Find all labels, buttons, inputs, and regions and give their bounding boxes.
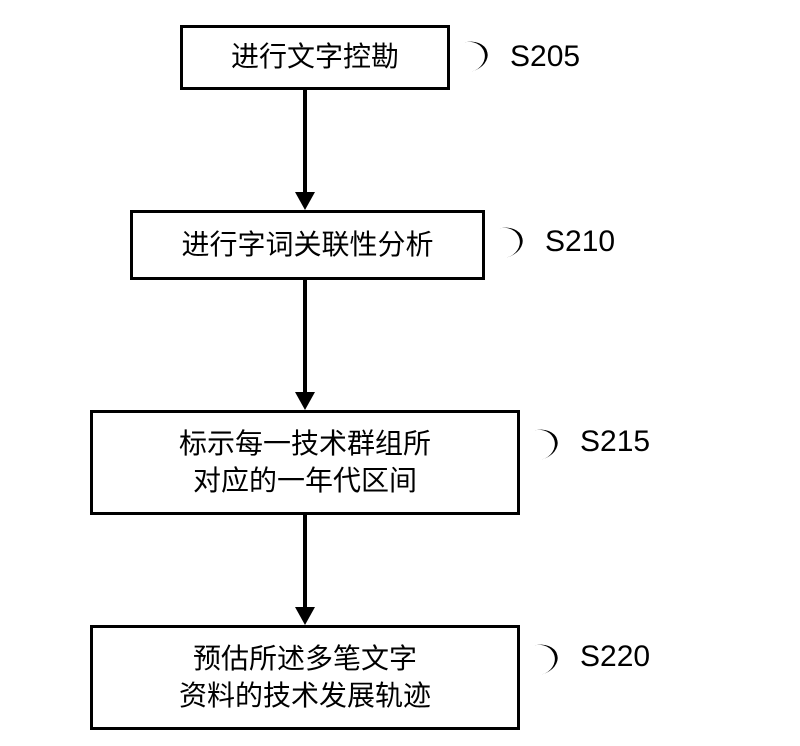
flow-box-1: 进行文字控勘 bbox=[180, 25, 450, 90]
arrow-head-2 bbox=[295, 392, 315, 410]
arrow-head-3 bbox=[295, 607, 315, 625]
flow-box-3-text: 标示每一技术群组所 对应的一年代区间 bbox=[179, 426, 431, 499]
connector-arc-2 bbox=[480, 223, 526, 262]
flow-box-3: 标示每一技术群组所 对应的一年代区间 bbox=[90, 410, 520, 515]
step-label-1: S205 bbox=[510, 40, 580, 74]
arrow-line-3 bbox=[303, 515, 307, 607]
connector-arc-4 bbox=[515, 640, 561, 679]
step-label-4: S220 bbox=[580, 640, 650, 674]
flow-box-4-text: 预估所述多笔文字 资料的技术发展轨迹 bbox=[179, 641, 431, 714]
flow-box-2-text: 进行字词关联性分析 bbox=[181, 227, 433, 263]
arrow-line-1 bbox=[303, 90, 307, 192]
arrow-line-2 bbox=[303, 280, 307, 392]
flowchart-container: 进行文字控勘 S205 进行字词关联性分析 S210 标示每一技术群组所 对应的… bbox=[0, 0, 800, 746]
step-label-3: S215 bbox=[580, 425, 650, 459]
flow-box-4: 预估所述多笔文字 资料的技术发展轨迹 bbox=[90, 625, 520, 730]
step-label-2: S210 bbox=[545, 225, 615, 259]
connector-arc-1 bbox=[445, 37, 491, 76]
connector-arc-3 bbox=[515, 425, 561, 464]
arrow-head-1 bbox=[295, 192, 315, 210]
flow-box-1-text: 进行文字控勘 bbox=[231, 39, 399, 75]
flow-box-2: 进行字词关联性分析 bbox=[130, 210, 485, 280]
